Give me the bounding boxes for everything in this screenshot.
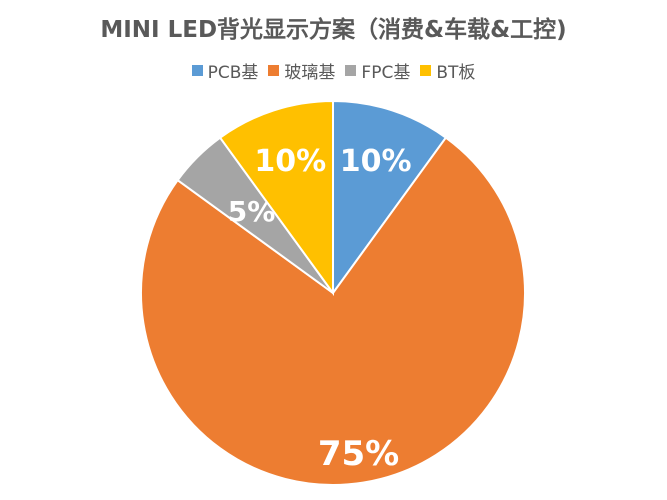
legend-label: 玻璃基 — [284, 63, 336, 83]
pie-slice-bt — [218, 99, 334, 297]
legend-item-fpc: FPC基 — [345, 58, 410, 83]
legend-swatch — [268, 65, 280, 76]
legend-item-bt: BT板 — [420, 58, 475, 83]
legend-label: PCB基 — [207, 63, 259, 83]
legend-swatch — [191, 65, 203, 76]
legend-item-pcb: PCB基 — [191, 58, 259, 83]
data-label-glass: 75% — [318, 434, 399, 474]
legend: PCB基 玻璃基 FPC基 BT板 — [0, 58, 667, 83]
data-label-pcb: 10% — [340, 144, 412, 179]
pie-slice-pcb — [332, 99, 448, 297]
chart-title: MINI LED背光显示方案（消费&车载&工控) — [100, 17, 567, 43]
legend-label: FPC基 — [361, 63, 411, 83]
legend-swatch — [420, 65, 432, 76]
legend-item-glass: 玻璃基 — [268, 58, 335, 83]
legend-swatch — [345, 65, 357, 76]
data-label-bt: 10% — [254, 144, 326, 179]
legend-label: BT板 — [436, 63, 476, 83]
